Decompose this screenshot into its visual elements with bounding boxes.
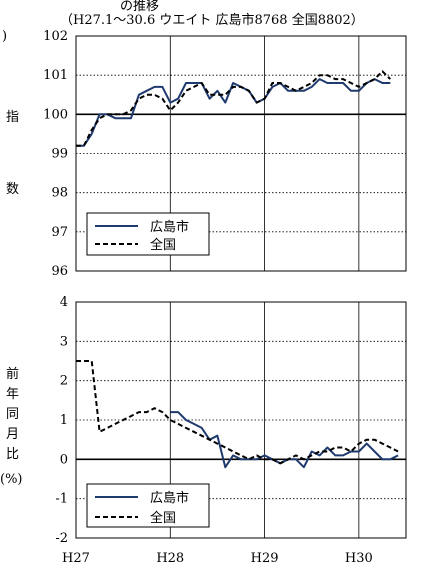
index-y-tick-labels: 96 97 98 99 100 101 102	[43, 29, 68, 279]
yoy-x-tick-label: H29	[251, 551, 279, 566]
index-y-tick-label: 99	[51, 147, 68, 162]
yoy-ylabel-char-2: 年	[6, 387, 19, 402]
yoy-legend-hiroshima-label: 広島市	[150, 490, 189, 506]
yoy-ylabel-unit: (%)	[0, 472, 23, 487]
yoy-hiroshima-line	[170, 411, 399, 469]
yoy-legend-national-label: 全国	[150, 510, 176, 526]
index-plot-frame	[75, 35, 407, 272]
yoy-legend-box	[86, 483, 210, 528]
index-y-tick-label: 98	[51, 186, 68, 201]
yoy-national-line	[76, 360, 399, 465]
yoy-y-tick-label: 1	[60, 413, 68, 428]
index-hiroshima-line	[76, 78, 391, 147]
index-legend-box	[86, 212, 210, 256]
yoy-gridlines	[76, 302, 406, 538]
index-panel: 96 97 98 99 100 101 102 指 数 広島市 全国	[6, 29, 407, 279]
yoy-ylabel-char-4: 月	[6, 427, 19, 442]
yoy-y-tick-label: -2	[55, 531, 68, 546]
yoy-panel: -2 -1 0 1 2 3 4 H27 H28 H29 H30 前 年 同 月 比 (%) 広島市…	[0, 295, 407, 566]
yoy-y-tick-label: 2	[60, 374, 68, 389]
chart-title-fragment: の推移	[120, 0, 159, 14]
yoy-x-tick-label: H27	[62, 551, 90, 566]
index-legend-hiroshima-label: 広島市	[150, 219, 189, 235]
index-y-tick-label: 101	[43, 68, 68, 83]
yoy-x-tick-label: H28	[156, 551, 184, 566]
chart-subtitle: （H27.1～30.6 ウエイト 広島市8768 全国8802）	[60, 12, 364, 28]
yoy-ylabel-char-1: 前	[6, 366, 19, 382]
index-series	[76, 70, 392, 147]
yoy-y-tick-label: 3	[60, 334, 68, 349]
yoy-x-tick-labels: H27 H28 H29 H30	[62, 551, 373, 566]
yoy-y-tick-label: -1	[55, 492, 68, 507]
yoy-y-tick-label: 0	[60, 452, 68, 467]
index-legend-national-label: 全国	[150, 237, 176, 253]
yoy-legend: 広島市 全国	[86, 483, 210, 528]
left-cut-paren: )	[2, 29, 7, 44]
yoy-x-tick-label: H30	[345, 551, 373, 566]
index-legend: 広島市 全国	[86, 212, 210, 256]
index-ylabel-char-2: 数	[6, 182, 19, 197]
yoy-y-tick-labels: -2 -1 0 1 2 3 4	[55, 295, 68, 546]
yoy-plot-frame	[75, 301, 407, 539]
index-national-line	[76, 70, 392, 147]
index-y-tick-label: 97	[51, 225, 68, 240]
yoy-ylabel-char-5: 比	[6, 447, 19, 462]
index-y-tick-label: 100	[43, 107, 68, 122]
yoy-series	[76, 360, 399, 469]
yoy-ylabel-char-3: 同	[6, 407, 19, 422]
index-y-tick-label: 102	[43, 29, 68, 44]
index-y-tick-label: 96	[51, 264, 68, 279]
yoy-y-tick-label: 4	[60, 295, 68, 310]
index-ylabel-char-1: 指	[6, 110, 19, 125]
